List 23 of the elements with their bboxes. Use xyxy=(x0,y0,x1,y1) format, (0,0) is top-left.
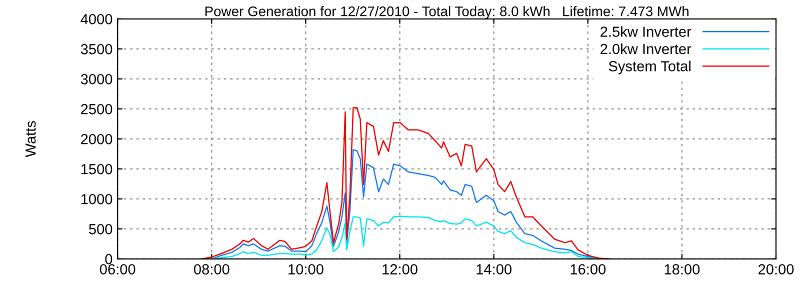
y-tick-label: 1500 xyxy=(81,164,112,174)
x-tick-label: 08:00 xyxy=(194,264,230,274)
legend-label: 2.5kw Inverter xyxy=(600,26,692,37)
x-tick-label: 18:00 xyxy=(664,264,700,274)
x-tick-label: 14:00 xyxy=(476,264,512,274)
y-tick-label: 4000 xyxy=(80,14,112,24)
y-tick-label: 3500 xyxy=(80,44,112,54)
x-tick-label: 16:00 xyxy=(570,264,606,274)
y-axis-title: Watts xyxy=(26,121,36,158)
line-series xyxy=(201,107,610,259)
y-tick-label: 0 xyxy=(105,254,112,264)
y-tick-label: 3000 xyxy=(80,74,112,84)
y-tick-label: 2500 xyxy=(81,104,112,114)
chart-title: Power Generation for 12/27/2010 - Total Today: 8.0 kWh Lifetime: 7.473 MWh xyxy=(205,6,688,20)
y-tick-label: 1000 xyxy=(81,194,112,204)
x-tick-label: 06:00 xyxy=(100,264,136,274)
y-tick-label: 2000 xyxy=(81,134,112,144)
legend-label: 2.0kw Inverter xyxy=(600,43,692,54)
x-tick-label: 20:00 xyxy=(758,264,794,274)
x-tick-label: 10:00 xyxy=(288,264,324,274)
x-tick-label: 12:00 xyxy=(382,264,418,274)
y-tick-label: 500 xyxy=(88,224,112,234)
legend-label: System Total xyxy=(608,60,690,74)
